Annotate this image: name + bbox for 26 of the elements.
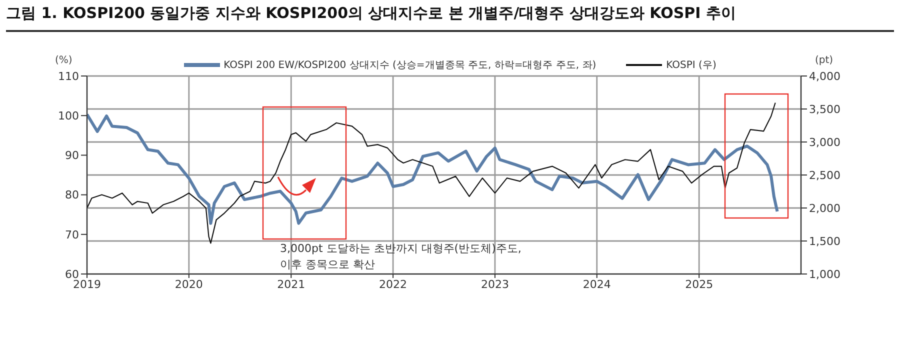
y2-axis-title: (pt) bbox=[815, 55, 834, 66]
y2-tick-label: 3,000 bbox=[809, 136, 840, 149]
y2-tick-label: 2,500 bbox=[809, 168, 840, 182]
y-axis-title: (%) bbox=[55, 55, 72, 66]
x-tick-label: 2020 bbox=[174, 278, 203, 291]
x-tick-label: 2022 bbox=[379, 278, 408, 291]
y2-tick-label: 1,000 bbox=[809, 268, 840, 281]
y2-tick-label: 2,000 bbox=[809, 202, 840, 215]
annotation: 3,000pt 도달하는 초반까지 대형주(반도체)주도, 이후 종목으로 확산 bbox=[280, 242, 522, 271]
x-tick-label: 2023 bbox=[480, 278, 509, 291]
legend-label: KOSPI 200 EW/KOSPI200 상대지수 (상승=개별종목 주도, 하락=대형주 주도, 좌) bbox=[222, 59, 596, 72]
line-series bbox=[87, 112, 779, 225]
x-tick-label: 2025 bbox=[685, 278, 714, 291]
y-tick-label: 70 bbox=[65, 228, 79, 242]
x-tick-label: 2021 bbox=[277, 278, 306, 291]
y2-tick-label: 1,500 bbox=[809, 234, 840, 248]
y-tick-label: 110 bbox=[58, 70, 79, 83]
y2-tick-label: 3,500 bbox=[809, 102, 840, 116]
chart-title: 그림 1. KOSPI200 동일가중 지수와 KOSPI200의 상대지수로 본 개별주/대형주 상대강도와 KOSPI 추이 bbox=[6, 4, 736, 23]
line-series bbox=[87, 102, 776, 244]
x-tick-label: 2024 bbox=[582, 278, 611, 291]
y-tick-label: 90 bbox=[65, 149, 79, 162]
legend-label: KOSPI (우) bbox=[665, 59, 716, 72]
y-tick-label: 100 bbox=[58, 110, 79, 123]
y2-tick-label: 4,000 bbox=[809, 70, 840, 83]
y-tick-label: 80 bbox=[65, 188, 79, 202]
